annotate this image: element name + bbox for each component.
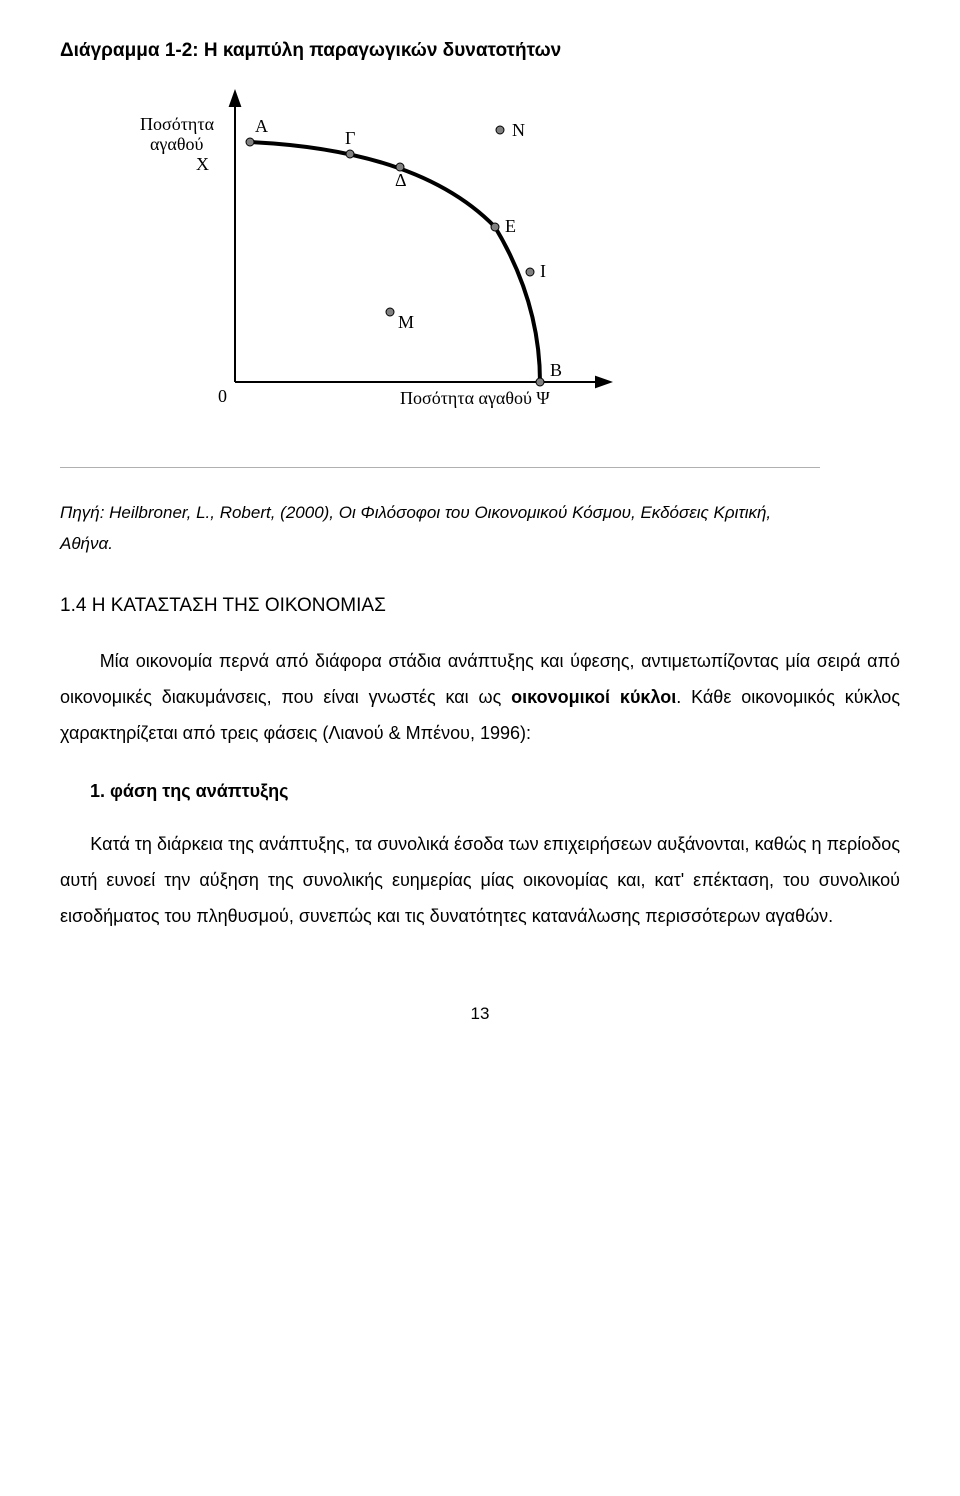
point-n-label: Ν [512, 120, 525, 140]
body-p2-text: Κατά τη διάρκεια της ανάπτυξης, τα συνολ… [60, 834, 900, 926]
section-heading: 1.4 Η ΚΑΤΑΣΤΑΣΗ ΤΗΣ ΟΙΚΟΝΟΜΙΑΣ [60, 595, 900, 617]
y-axis-label-2: αγαθού [150, 134, 203, 154]
diagram-title: Διάγραμμα 1-2: Η καμπύλη παραγωγικών δυν… [60, 40, 900, 62]
point-n [496, 126, 504, 134]
point-m [386, 308, 394, 316]
point-d-label: Δ [395, 170, 407, 190]
source-line2: Αθήνα. [60, 534, 113, 553]
point-a [246, 138, 254, 146]
y-axis-label-3: Χ [196, 154, 209, 174]
origin-label: 0 [218, 386, 227, 406]
point-a-label: Α [255, 116, 268, 136]
y-axis-label-1: Ποσότητα [140, 114, 215, 134]
point-m-label: Μ [398, 312, 414, 332]
ppf-chart: Α Γ Δ Ν Ε Ι Μ Β Ποσότητα αγαθού Χ 0 Ποσό… [100, 82, 900, 427]
point-i-label: Ι [540, 261, 546, 281]
point-e-label: Ε [505, 216, 516, 236]
point-e [491, 223, 499, 231]
body-p1-bold: οικονομικοί κύκλοι [511, 687, 676, 707]
list-item-1: 1. φάση της ανάπτυξης [90, 781, 900, 802]
x-axis-arrow [596, 377, 610, 387]
y-axis-arrow [230, 92, 240, 106]
body-paragraph-1: Μία οικονομία περνά από διάφορα στάδια α… [60, 643, 900, 751]
source-citation: Πηγή: Heilbroner, L., Robert, (2000), Οι… [60, 498, 900, 559]
point-b-label: Β [550, 360, 562, 380]
x-axis-label: Ποσότητα αγαθού Ψ [400, 388, 550, 408]
point-b [536, 378, 544, 386]
point-i [526, 268, 534, 276]
body-paragraph-2: Κατά τη διάρκεια της ανάπτυξης, τα συνολ… [60, 826, 900, 934]
point-g [346, 150, 354, 158]
ppf-chart-svg: Α Γ Δ Ν Ε Ι Μ Β Ποσότητα αγαθού Χ 0 Ποσό… [100, 82, 660, 422]
page-number: 13 [60, 1004, 900, 1024]
chart-divider [60, 467, 820, 468]
source-line1: Πηγή: Heilbroner, L., Robert, (2000), Οι… [60, 503, 771, 522]
point-g-label: Γ [345, 128, 355, 148]
